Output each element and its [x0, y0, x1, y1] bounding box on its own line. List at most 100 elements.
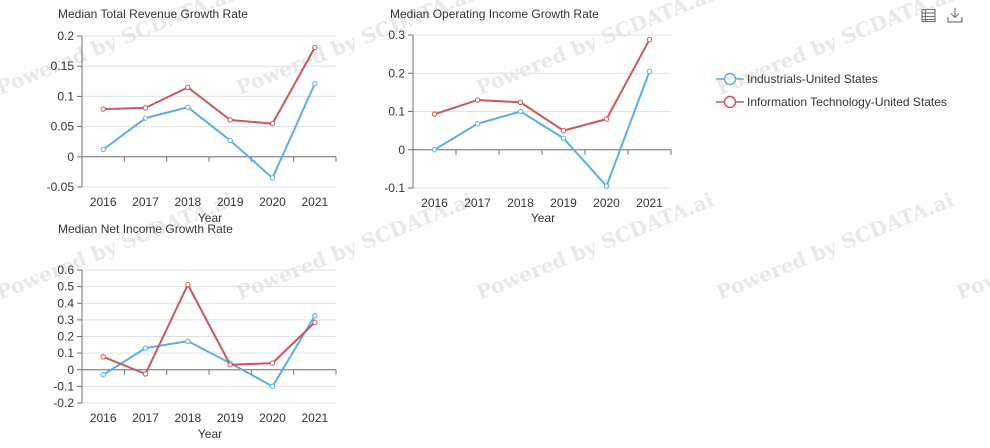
- x-tick-label: 2020: [259, 411, 286, 425]
- series-line-industrials[interactable]: [102, 315, 316, 388]
- chart-title: Median Operating Income Growth Rate: [390, 7, 599, 21]
- x-tick-label: 2016: [90, 195, 117, 209]
- data-point[interactable]: [603, 116, 610, 122]
- y-tick-label: -0.05: [47, 180, 75, 194]
- data-point[interactable]: [227, 117, 233, 123]
- y-tick-label: -0.2: [53, 396, 74, 410]
- table-icon[interactable]: [921, 8, 936, 23]
- x-tick-label: 2016: [421, 196, 448, 210]
- y-tick-label: 0: [398, 143, 405, 157]
- data-point[interactable]: [474, 97, 481, 103]
- x-tick-label: 2017: [132, 411, 159, 425]
- series-line-information-technology[interactable]: [434, 39, 651, 132]
- y-tick-label: -0.1: [384, 181, 405, 195]
- data-point[interactable]: [312, 81, 318, 87]
- data-point[interactable]: [185, 84, 191, 91]
- x-tick-label: 2017: [464, 196, 491, 210]
- data-point[interactable]: [185, 281, 191, 288]
- data-point[interactable]: [100, 106, 106, 112]
- legend-marker-icon: [723, 72, 737, 86]
- data-point[interactable]: [269, 383, 276, 390]
- data-point[interactable]: [312, 313, 318, 319]
- series-line-information-technology[interactable]: [103, 46, 316, 125]
- y-tick-label: 0.1: [57, 346, 74, 360]
- data-point[interactable]: [142, 105, 149, 111]
- data-point[interactable]: [227, 137, 233, 144]
- data-point[interactable]: [185, 338, 191, 344]
- data-point[interactable]: [269, 175, 276, 181]
- legend-label: Information Technology-United States: [747, 95, 947, 109]
- x-tick-label: 2021: [636, 196, 663, 210]
- chart-title: Median Total Revenue Growth Rate: [58, 7, 248, 21]
- watermark-text: Powered by SCDATA.ai: [713, 187, 957, 304]
- data-point[interactable]: [560, 127, 567, 134]
- data-point[interactable]: [185, 104, 191, 110]
- y-tick-label: 0.3: [57, 313, 74, 327]
- data-point[interactable]: [312, 44, 318, 51]
- series-line-industrials[interactable]: [433, 70, 651, 188]
- y-tick-label: 0.05: [51, 120, 75, 134]
- y-tick-label: 0: [67, 150, 74, 164]
- y-tick-label: 0.2: [57, 330, 74, 344]
- data-point[interactable]: [431, 111, 438, 117]
- y-tick-label: -0.1: [53, 379, 74, 393]
- y-tick-label: 0.5: [57, 280, 74, 294]
- data-point[interactable]: [603, 183, 610, 189]
- x-tick-label: 2020: [593, 196, 620, 210]
- y-tick-label: 0.1: [388, 105, 405, 119]
- y-tick-label: 0.6: [57, 263, 74, 277]
- y-tick-label: 0.1: [57, 89, 74, 103]
- x-axis-label: Year: [198, 211, 222, 225]
- x-tick-label: 2018: [174, 195, 201, 209]
- data-point[interactable]: [474, 121, 481, 127]
- x-tick-label: 2021: [301, 411, 328, 425]
- data-point[interactable]: [646, 68, 653, 75]
- x-tick-label: 2021: [301, 195, 328, 209]
- series-line-information-technology[interactable]: [102, 283, 316, 375]
- x-axis-label: Year: [198, 427, 222, 441]
- toolbar[interactable]: [921, 7, 963, 23]
- chart-1: Median Total Revenue Growth Rate 0.2 0.15 0…: [47, 7, 337, 225]
- legend-item-industrials[interactable]: Industrials-United States: [716, 72, 878, 86]
- legend-item-information-technology[interactable]: Information Technology-United States: [716, 95, 947, 109]
- legend[interactable]: Industrials-United States Information Tec…: [716, 72, 947, 109]
- data-point[interactable]: [646, 36, 653, 43]
- data-point[interactable]: [560, 135, 567, 141]
- chart-3: Median Net Income Growth Rate 0.6 0.5 0.4 0.…: [53, 222, 337, 441]
- data-point[interactable]: [269, 120, 276, 127]
- series-line-industrials[interactable]: [102, 83, 316, 179]
- x-tick-label: 2019: [217, 195, 244, 209]
- data-point[interactable]: [517, 99, 524, 106]
- data-point[interactable]: [100, 146, 106, 153]
- y-tick-label: 0.4: [57, 296, 74, 310]
- download-icon[interactable]: [947, 7, 963, 23]
- chart-2: Median Operating Income Growth Rate 0.3 0.…: [384, 7, 672, 225]
- x-tick-label: 2018: [507, 196, 534, 210]
- data-point[interactable]: [100, 372, 106, 378]
- x-tick-label: 2019: [217, 411, 244, 425]
- data-point[interactable]: [142, 345, 149, 351]
- data-point[interactable]: [142, 115, 149, 121]
- data-point[interactable]: [100, 354, 106, 360]
- data-point[interactable]: [227, 362, 233, 368]
- x-tick-label: 2016: [90, 411, 117, 425]
- charts-layer: Median Total Revenue Growth Rate 0.2 0.15 0…: [47, 7, 672, 441]
- data-point[interactable]: [142, 371, 149, 377]
- data-point[interactable]: [312, 319, 318, 326]
- x-axis-label: Year: [531, 211, 555, 225]
- y-tick-label: 0.2: [57, 29, 74, 43]
- y-tick-label: 0.2: [388, 66, 405, 80]
- chart-title: Median Net Income Growth Rate: [58, 222, 233, 236]
- x-tick-label: 2018: [174, 411, 201, 425]
- y-tick-label: 0: [67, 363, 74, 377]
- data-point[interactable]: [517, 108, 524, 115]
- x-tick-label: 2019: [550, 196, 577, 210]
- legend-marker-icon: [723, 95, 737, 109]
- data-point[interactable]: [269, 360, 276, 366]
- x-tick-label: 2017: [132, 195, 159, 209]
- watermark-text: Powered by SCDATA.ai: [953, 187, 990, 304]
- y-tick-label: 0.15: [51, 59, 75, 73]
- data-point[interactable]: [431, 147, 438, 153]
